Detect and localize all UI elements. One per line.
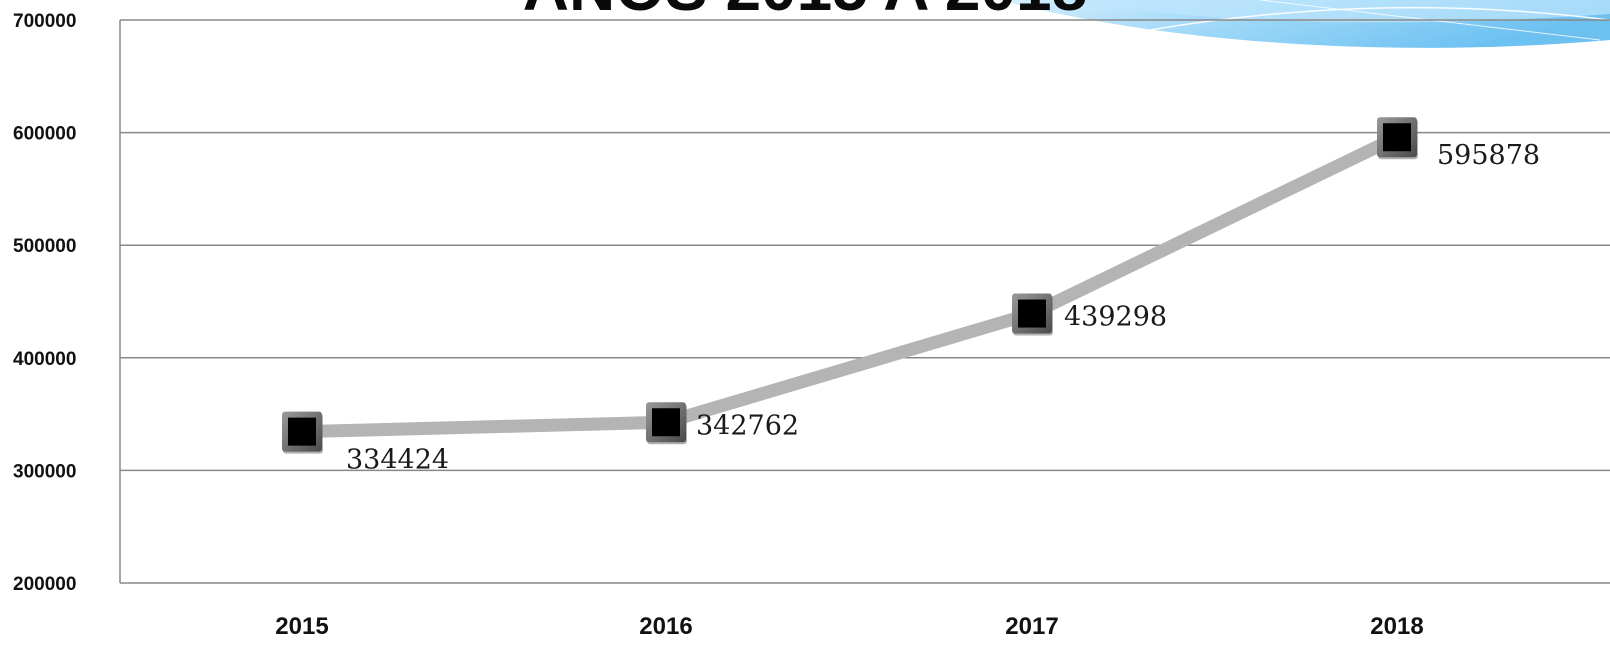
gridlines xyxy=(119,19,1610,584)
data-point-marker-inner xyxy=(1383,123,1411,152)
x-tick-label: 2017 xyxy=(1005,613,1058,640)
y-tick-label: 300000 xyxy=(13,461,76,482)
y-axis-ticks: 200000 300000 400000 500000 600000 700000 xyxy=(13,11,76,595)
x-tick-label: 2018 xyxy=(1370,613,1423,640)
x-tick-label: 2016 xyxy=(639,613,692,640)
data-point-marker-inner xyxy=(288,417,316,446)
data-label: 334424 xyxy=(346,445,449,476)
data-label: 342762 xyxy=(696,410,799,441)
data-point-marker-inner xyxy=(1018,299,1046,328)
y-tick-label: 500000 xyxy=(13,236,76,257)
y-tick-label: 200000 xyxy=(13,574,76,595)
x-axis-ticks: 2015 2016 2017 2018 xyxy=(275,613,1423,640)
data-label: 439298 xyxy=(1064,302,1167,333)
y-tick-label: 400000 xyxy=(13,349,76,370)
data-labels-layer: 334424 342762 439298 595878 xyxy=(346,140,1540,475)
y-tick-label: 600000 xyxy=(13,124,76,145)
data-point-marker-inner xyxy=(652,408,680,437)
series-line xyxy=(295,130,1404,439)
decorative-banner xyxy=(1000,0,1610,48)
y-tick-label: 700000 xyxy=(13,11,76,32)
series-layer xyxy=(295,130,1404,439)
x-tick-label: 2015 xyxy=(275,613,328,640)
data-label: 595878 xyxy=(1437,140,1540,171)
markers-layer xyxy=(282,117,1418,454)
